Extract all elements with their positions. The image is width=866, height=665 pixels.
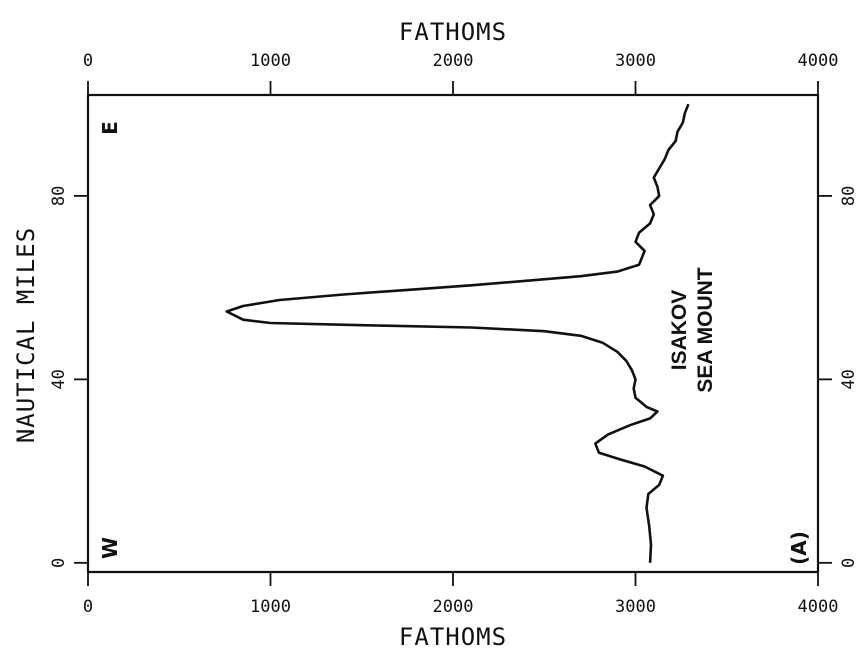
panel-label: (A) <box>787 531 811 565</box>
x-tick-label-top: 0 <box>83 51 93 71</box>
west-label: W <box>98 537 122 559</box>
depth-profile-line <box>225 103 690 563</box>
x-tick-label-bottom: 1000 <box>250 597 291 617</box>
x-tick-label-top: 1000 <box>250 51 291 71</box>
series-layer <box>225 103 690 563</box>
x-tick-label-top: 4000 <box>798 51 839 71</box>
y-tick-label-right: 40 <box>839 369 859 389</box>
y-tick-label-left: 80 <box>49 186 69 206</box>
y-tick-label-left: 0 <box>49 558 69 568</box>
y-tick-label-right: 0 <box>839 558 859 568</box>
x-tick-label-bottom: 4000 <box>798 597 839 617</box>
y-tick-label-left: 40 <box>49 369 69 389</box>
x-tick-label-top: 3000 <box>615 51 656 71</box>
x-axis-title-bottom: FATHOMS <box>399 623 507 651</box>
x-axis-title-top: FATHOMS <box>399 18 507 46</box>
feature-label-line2: SEA MOUNT <box>694 267 717 392</box>
y-tick-label-right: 80 <box>839 186 859 206</box>
tick-labels: 0 0 1000 1000 2000 2000 3000 3000 4000 4000 0 0 40 40… <box>49 51 859 617</box>
tick-marks <box>74 81 832 586</box>
x-tick-label-top: 2000 <box>433 51 474 71</box>
y-axis-title: NAUTICAL MILES <box>12 227 40 443</box>
east-label: E <box>98 121 122 135</box>
x-tick-label-bottom: 0 <box>83 597 93 617</box>
feature-label-line1: ISAKOV <box>668 290 691 371</box>
x-tick-label-bottom: 3000 <box>615 597 656 617</box>
x-tick-label-bottom: 2000 <box>433 597 474 617</box>
